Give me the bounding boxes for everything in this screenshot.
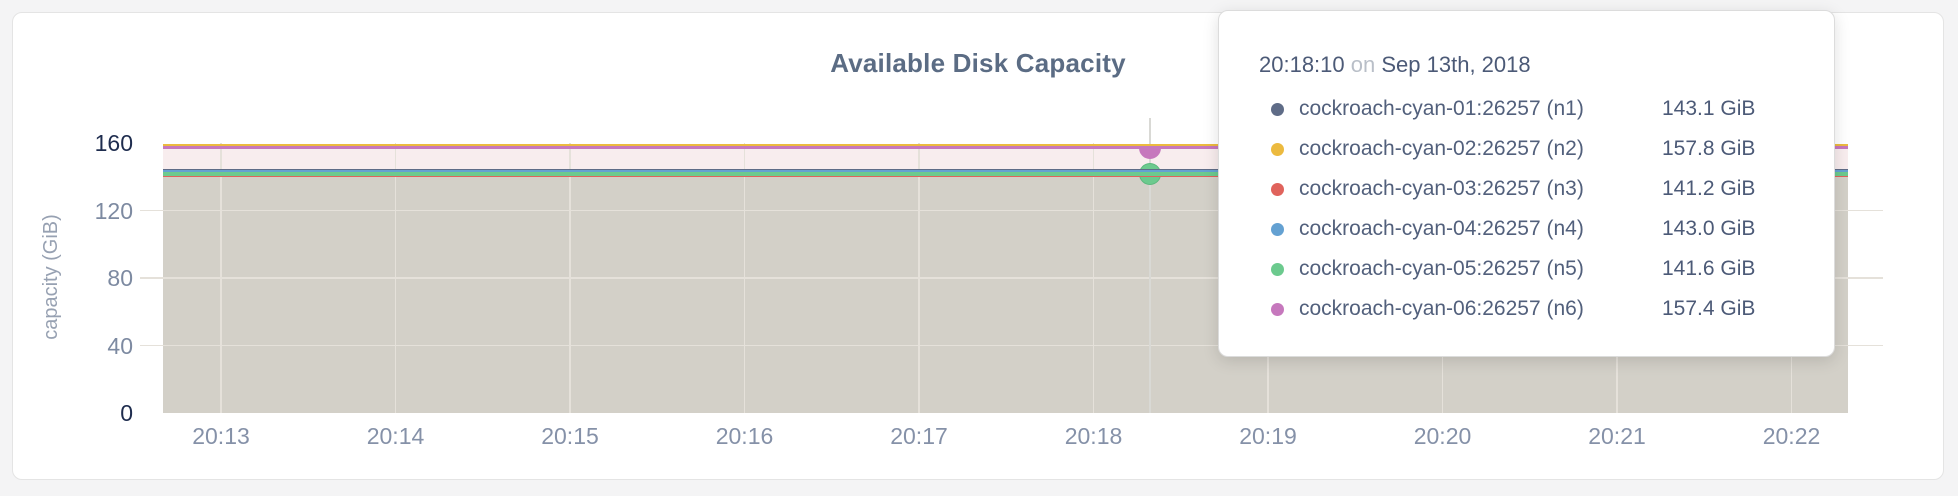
grid-line-vertical (394, 143, 397, 413)
series-value: 157.4 GiB (1662, 297, 1756, 320)
tooltip-row: cockroach-cyan-01:26257 (n1) 143.1 GiB (1259, 89, 1804, 129)
x-axis-tick-label: 20:22 (1762, 423, 1821, 449)
series-color-dot (1271, 182, 1284, 196)
x-axis-tick-label: 20:21 (1588, 423, 1646, 449)
hover-point-marker (1139, 146, 1161, 159)
x-axis-tick-label: 20:14 (366, 423, 425, 449)
grid-line-vertical (569, 143, 571, 413)
series-color-dot (1271, 222, 1284, 236)
tooltip-date: Sep 13th, 2018 (1381, 52, 1531, 77)
x-axis-tick-label: 20:19 (1239, 423, 1297, 449)
tooltip-row: cockroach-cyan-05:26257 (n5) 141.6 GiB (1259, 249, 1804, 289)
grid-line-vertical (918, 143, 920, 413)
series-name: cockroach-cyan-05:26257 (n5) (1299, 257, 1584, 280)
grid-line-vertical (1092, 143, 1095, 413)
x-axis-tick-label: 20:17 (890, 423, 948, 449)
grid-line-horizontal (140, 209, 1883, 212)
series-color-dot (1271, 262, 1284, 276)
x-axis-tick-label: 20:16 (715, 423, 774, 449)
tooltip-row: cockroach-cyan-06:26257 (n6) 157.4 GiB (1259, 289, 1804, 329)
tooltip-row: cockroach-cyan-02:26257 (n2) 157.8 GiB (1259, 129, 1804, 169)
series-line-4 (163, 170, 1848, 174)
hover-tooltip: 20:18:10 on Sep 13th, 2018 cockroach-cya… (1218, 10, 1835, 357)
series-color-dot (1271, 102, 1284, 116)
grid-line-vertical (743, 143, 746, 413)
series-value: 141.2 GiB (1662, 177, 1756, 200)
series-value: 141.6 GiB (1662, 257, 1756, 280)
series-name: cockroach-cyan-03:26257 (n3) (1299, 177, 1584, 200)
series-name: cockroach-cyan-02:26257 (n2) (1299, 137, 1584, 160)
grid-line-horizontal (140, 344, 1883, 347)
y-axis-tick-label: 120 (94, 197, 133, 224)
grid-line-vertical (220, 143, 222, 413)
y-axis-tick-label: 40 (107, 332, 133, 359)
series-value: 143.1 GiB (1662, 97, 1756, 120)
series-value: 143.0 GiB (1662, 217, 1756, 240)
series-color-dot (1271, 142, 1284, 156)
series-line-6 (163, 145, 1848, 150)
series-name: cockroach-cyan-01:26257 (n1) (1299, 97, 1584, 120)
series-name: cockroach-cyan-04:26257 (n4) (1299, 217, 1584, 240)
tooltip-timestamp: 20:18:10 on Sep 13th, 2018 (1259, 53, 1804, 77)
tooltip-row: cockroach-cyan-04:26257 (n4) 143.0 GiB (1259, 209, 1804, 249)
x-axis-tick-label: 20:15 (541, 423, 599, 449)
grid-line-horizontal (140, 277, 1883, 279)
series-name: cockroach-cyan-06:26257 (n6) (1299, 297, 1584, 320)
tooltip-time: 20:18:10 (1259, 52, 1345, 77)
tooltip-on-word: on (1350, 52, 1376, 77)
y-axis-tick-label: 80 (107, 265, 133, 291)
x-axis-tick-label: 20:18 (1064, 423, 1123, 449)
hover-guideline (1149, 118, 1151, 413)
x-axis-tick-label: 20:20 (1413, 423, 1472, 449)
series-color-dot (1271, 302, 1284, 316)
chart-title: Available Disk Capacity (830, 48, 1126, 78)
x-axis-tick-label: 20:13 (192, 423, 250, 449)
y-axis-tick-label: 0 (120, 400, 133, 426)
y-axis-tick-label: 160 (94, 130, 133, 156)
series-line-5 (163, 172, 1848, 176)
tooltip-row: cockroach-cyan-03:26257 (n3) 141.2 GiB (1259, 169, 1804, 209)
series-line-2 (163, 144, 1848, 147)
series-value: 157.8 GiB (1662, 137, 1756, 160)
